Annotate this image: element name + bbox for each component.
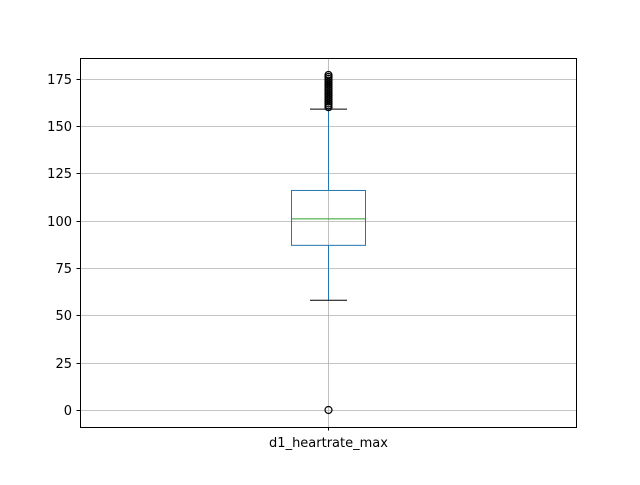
plot-layer: [291, 70, 366, 415]
outlier-point: [324, 405, 333, 415]
y-tick-label: 125: [47, 167, 72, 182]
y-tick-label: 100: [47, 215, 72, 230]
y-tick-label: 25: [55, 357, 72, 372]
y-tick-label: 175: [47, 73, 72, 88]
y-tick-label: 150: [47, 120, 72, 135]
axes-layer: 0 25 50 75 100 125 150 175 d1_heartrate_max: [47, 58, 577, 451]
y-tick-label: 0: [64, 404, 72, 419]
outlier-point: [324, 70, 333, 80]
iqr-box: [291, 189, 366, 246]
y-tick-label: 75: [55, 262, 72, 277]
y-tick-label: 50: [55, 309, 72, 324]
x-tick-label: d1_heartrate_max: [269, 436, 388, 451]
